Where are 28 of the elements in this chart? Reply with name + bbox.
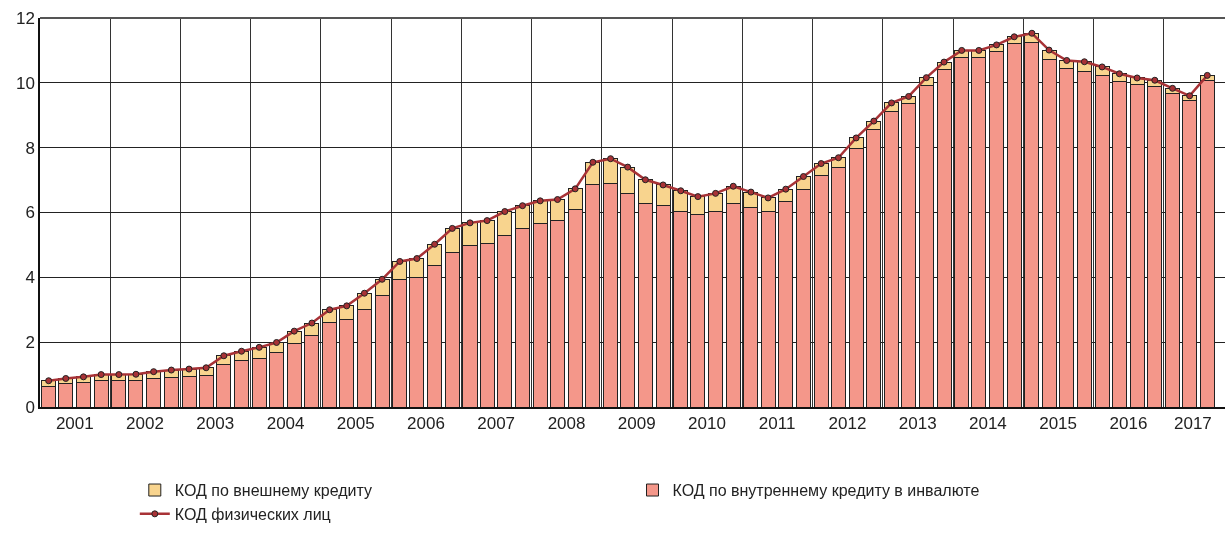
x-tick-label: 2009 xyxy=(617,414,656,434)
legend-label: КОД по внутреннему кредиту в инвалюте xyxy=(672,482,980,500)
x-tick-label: 2007 xyxy=(477,414,516,434)
legend-label: КОД по внешнему кредиту xyxy=(174,482,372,500)
legend-label: КОД физических лиц xyxy=(174,506,331,524)
x-tick-label: 2004 xyxy=(266,414,305,434)
y-tick-label: 6 xyxy=(25,203,35,223)
x-tick-label: 2005 xyxy=(336,414,375,434)
x-tick-label: 2001 xyxy=(55,414,94,434)
y-tick-label: 4 xyxy=(25,268,35,288)
x-tick-label: 2010 xyxy=(688,414,726,434)
y-tick-label: 0 xyxy=(25,397,35,417)
x-tick-label: 2011 xyxy=(758,414,796,434)
x-tick-label: 2008 xyxy=(547,414,586,434)
x-tick-label: 2014 xyxy=(968,414,1007,434)
x-tick-label: 2016 xyxy=(1109,414,1148,434)
x-tick-label: 2006 xyxy=(407,414,445,434)
x-tick-label: 2012 xyxy=(828,414,867,434)
bar xyxy=(75,381,91,407)
x-tick-label: 2003 xyxy=(196,414,235,434)
y-tick-label: 2 xyxy=(25,333,35,353)
x-tick-label: 2013 xyxy=(898,414,937,434)
y-tick-label: 8 xyxy=(25,138,35,158)
y-tick-label: 12 xyxy=(15,8,35,28)
x-tick-label: 2002 xyxy=(126,414,164,434)
y-tick-label: 10 xyxy=(15,73,35,93)
x-tick-label: 2017 xyxy=(1173,414,1212,434)
x-tick-label: 2015 xyxy=(1039,414,1077,434)
